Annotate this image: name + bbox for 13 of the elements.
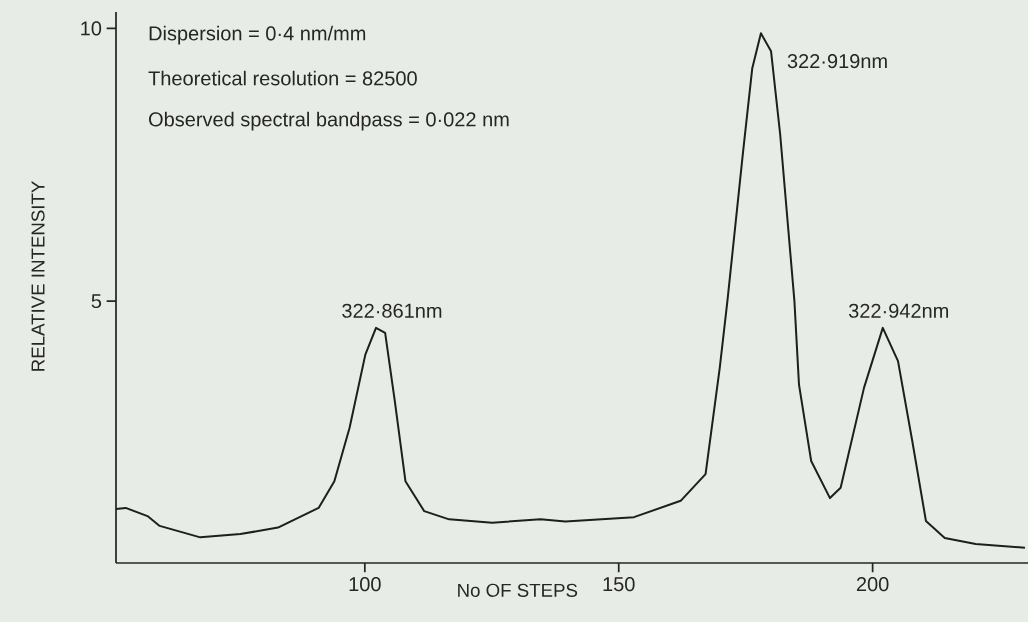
y-tick-label: 10 <box>81 21 102 36</box>
x-tick-label: 100 <box>349 577 381 592</box>
x-axis-title: No OF STEPS <box>458 583 578 597</box>
annotation: 322·942nm <box>848 303 949 318</box>
x-tick-label: 150 <box>603 577 635 592</box>
y-tick-label: 5 <box>91 294 102 309</box>
y-axis-title: RELATIVE INTENSITY <box>31 181 45 371</box>
annotation: Theoretical resolution = 82500 <box>148 70 417 86</box>
annotation: 322·861nm <box>342 303 442 318</box>
x-tick-label: 200 <box>856 577 889 592</box>
annotation: Observed spectral bandpass = 0·022 nm <box>149 111 509 131</box>
annotation: 322·919nm <box>787 53 887 69</box>
annotation: Dispersion = 0·4 nm/mm <box>149 25 366 45</box>
